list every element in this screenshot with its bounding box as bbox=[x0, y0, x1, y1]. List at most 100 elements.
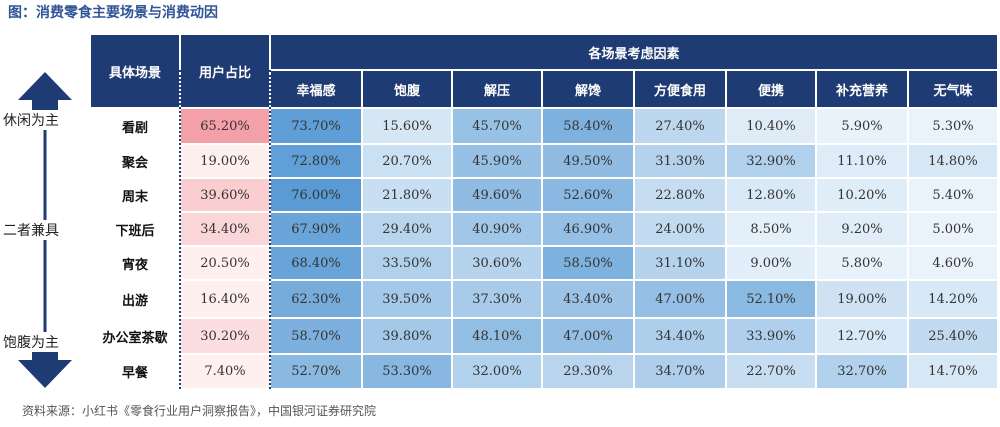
share-cell: 34.40% bbox=[180, 212, 270, 246]
value-cell: 39.80% bbox=[362, 318, 452, 354]
value-cell: 5.90% bbox=[816, 108, 908, 144]
value-cell: 31.30% bbox=[634, 144, 726, 178]
figure-title: 图：消费零食主要场景与消费动因 bbox=[8, 5, 218, 21]
value-cell: 32.70% bbox=[816, 354, 908, 389]
value-cell: 31.10% bbox=[634, 246, 726, 280]
value-cell: 32.00% bbox=[452, 354, 542, 389]
scene-label: 宵夜 bbox=[90, 246, 180, 280]
value-cell: 9.00% bbox=[726, 246, 816, 280]
value-cell: 37.30% bbox=[452, 280, 542, 318]
value-cell: 5.80% bbox=[816, 246, 908, 280]
value-cell: 47.00% bbox=[634, 280, 726, 318]
share-cell: 7.40% bbox=[180, 354, 270, 389]
scene-label: 聚会 bbox=[90, 144, 180, 178]
scene-label: 周末 bbox=[90, 178, 180, 212]
value-cell: 52.60% bbox=[542, 178, 634, 212]
reason-header: 无气味 bbox=[908, 70, 998, 108]
reason-group-header: 各场景考虑因素 bbox=[270, 34, 998, 70]
value-cell: 52.70% bbox=[270, 354, 362, 389]
value-cell: 53.30% bbox=[362, 354, 452, 389]
value-cell: 21.80% bbox=[362, 178, 452, 212]
value-cell: 14.80% bbox=[908, 144, 998, 178]
up-arrow-icon bbox=[18, 72, 72, 110]
value-cell: 9.20% bbox=[816, 212, 908, 246]
value-cell: 22.80% bbox=[634, 178, 726, 212]
value-cell: 10.20% bbox=[816, 178, 908, 212]
value-cell: 24.00% bbox=[634, 212, 726, 246]
value-cell: 4.60% bbox=[908, 246, 998, 280]
value-cell: 10.40% bbox=[726, 108, 816, 144]
down-arrow-icon bbox=[18, 350, 72, 388]
share-cell: 65.20% bbox=[180, 108, 270, 144]
value-cell: 29.40% bbox=[362, 212, 452, 246]
value-cell: 58.50% bbox=[542, 246, 634, 280]
value-cell: 68.40% bbox=[270, 246, 362, 280]
reason-header: 便携 bbox=[726, 70, 816, 108]
value-cell: 47.00% bbox=[542, 318, 634, 354]
value-cell: 20.70% bbox=[362, 144, 452, 178]
scene-header: 具体场景 bbox=[90, 34, 180, 108]
value-cell: 43.40% bbox=[542, 280, 634, 318]
scene-label: 办公室茶歇 bbox=[90, 318, 180, 354]
reason-header: 补充营养 bbox=[816, 70, 908, 108]
value-cell: 34.70% bbox=[634, 354, 726, 389]
scene-label: 出游 bbox=[90, 280, 180, 318]
value-cell: 72.80% bbox=[270, 144, 362, 178]
scene-label: 早餐 bbox=[90, 354, 180, 389]
value-cell: 49.60% bbox=[452, 178, 542, 212]
value-cell: 32.90% bbox=[726, 144, 816, 178]
column-separator bbox=[179, 70, 181, 389]
scene-axis: 休闲为主 二者兼具 饱腹为主 bbox=[0, 70, 90, 390]
value-cell: 27.40% bbox=[634, 108, 726, 144]
share-cell: 16.40% bbox=[180, 280, 270, 318]
reason-header: 解馋 bbox=[542, 70, 634, 108]
value-cell: 12.80% bbox=[726, 178, 816, 212]
value-cell: 19.00% bbox=[816, 280, 908, 318]
value-cell: 52.10% bbox=[726, 280, 816, 318]
reason-header: 解压 bbox=[452, 70, 542, 108]
value-cell: 58.70% bbox=[270, 318, 362, 354]
value-cell: 11.10% bbox=[816, 144, 908, 178]
value-cell: 22.70% bbox=[726, 354, 816, 389]
scene-label: 看剧 bbox=[90, 108, 180, 144]
value-cell: 33.90% bbox=[726, 318, 816, 354]
value-cell: 29.30% bbox=[542, 354, 634, 389]
scene-reason-table: 具体场景 用户占比 各场景考虑因素 幸福感 饱腹 解压 解馋 方便食用 便携 补充营养 无气味 看剧 6… bbox=[90, 34, 1000, 389]
value-cell: 12.70% bbox=[816, 318, 908, 354]
value-cell: 25.40% bbox=[908, 318, 998, 354]
value-cell: 40.90% bbox=[452, 212, 542, 246]
value-cell: 33.50% bbox=[362, 246, 452, 280]
value-cell: 30.60% bbox=[452, 246, 542, 280]
share-header: 用户占比 bbox=[180, 34, 270, 108]
label-leisure: 休闲为主 bbox=[3, 110, 59, 130]
column-separator bbox=[269, 70, 271, 389]
share-cell: 39.60% bbox=[180, 178, 270, 212]
value-cell: 48.10% bbox=[452, 318, 542, 354]
share-cell: 19.00% bbox=[180, 144, 270, 178]
value-cell: 45.90% bbox=[452, 144, 542, 178]
value-cell: 46.90% bbox=[542, 212, 634, 246]
reason-header: 方便食用 bbox=[634, 70, 726, 108]
value-cell: 15.60% bbox=[362, 108, 452, 144]
value-cell: 8.50% bbox=[726, 212, 816, 246]
share-cell: 30.20% bbox=[180, 318, 270, 354]
value-cell: 58.40% bbox=[542, 108, 634, 144]
value-cell: 73.70% bbox=[270, 108, 362, 144]
reason-header: 幸福感 bbox=[270, 70, 362, 108]
value-cell: 5.30% bbox=[908, 108, 998, 144]
value-cell: 49.50% bbox=[542, 144, 634, 178]
value-cell: 14.70% bbox=[908, 354, 998, 389]
value-cell: 5.40% bbox=[908, 178, 998, 212]
label-satiety: 饱腹为主 bbox=[3, 332, 59, 352]
value-cell: 5.00% bbox=[908, 212, 998, 246]
value-cell: 39.50% bbox=[362, 280, 452, 318]
value-cell: 62.30% bbox=[270, 280, 362, 318]
value-cell: 76.00% bbox=[270, 178, 362, 212]
value-cell: 34.40% bbox=[634, 318, 726, 354]
share-cell: 20.50% bbox=[180, 246, 270, 280]
reason-header: 饱腹 bbox=[362, 70, 452, 108]
scene-label: 下班后 bbox=[90, 212, 180, 246]
value-cell: 67.90% bbox=[270, 212, 362, 246]
value-cell: 45.70% bbox=[452, 108, 542, 144]
value-cell: 14.20% bbox=[908, 280, 998, 318]
